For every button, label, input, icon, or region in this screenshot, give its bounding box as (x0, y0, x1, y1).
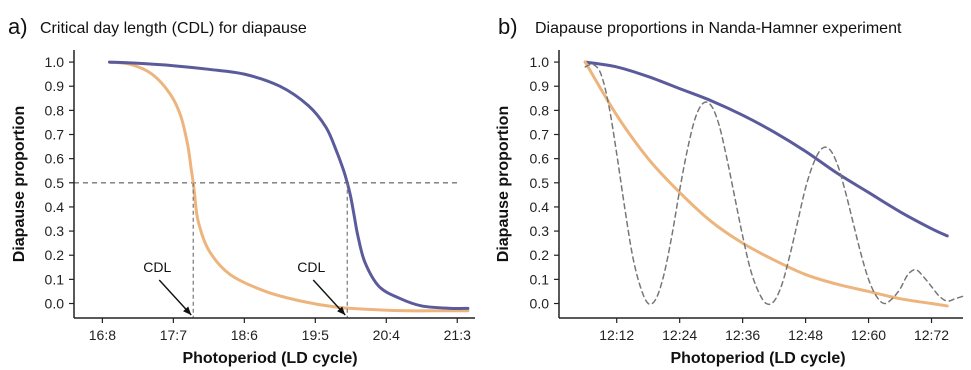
ytick-label: 0.6 (45, 151, 65, 167)
panel-b-title: Diapause proportions in Nanda-Hamner exp… (535, 20, 902, 37)
cdl-label: CDL (297, 259, 325, 275)
series-line-dashed (584, 63, 964, 306)
ytick-label: 0.5 (530, 175, 550, 191)
xtick-label: 21:3 (444, 327, 471, 343)
cdl-label: CDL (143, 259, 171, 275)
panel-a-cdl-markers: CDL CDL (143, 182, 348, 318)
panel-a-diapause-cdl-chart: a) Critical day length (CDL) for diapaus… (8, 14, 475, 367)
ytick-label: 0.3 (530, 223, 550, 239)
xtick-label: 18:6 (231, 327, 258, 343)
ytick-label: 0.3 (45, 223, 65, 239)
panel-b-ytick-labels: 0.0 0.1 0.2 0.3 0.4 0.5 0.6 0.7 0.8 0.9 1.0 (530, 54, 550, 311)
ytick-label: 0.8 (530, 102, 550, 118)
xtick-label: 19:5 (302, 327, 329, 343)
xtick-label: 20:4 (373, 327, 400, 343)
panel-a-y-label: Diapause proportion (11, 106, 28, 262)
xtick-label: 12:24 (662, 327, 697, 343)
ytick-label: 0.4 (530, 199, 550, 215)
series-line (583, 60, 949, 308)
ytick-label: 0.6 (530, 151, 550, 167)
series-line (107, 60, 470, 313)
ytick-label: 0.7 (530, 127, 550, 143)
ytick-label: 0.2 (45, 247, 65, 263)
series-line (583, 60, 949, 238)
cdl-arrowhead (183, 306, 192, 315)
xtick-label: 17:7 (160, 327, 187, 343)
panel-a-series (74, 60, 470, 313)
panel-b-letter: b) (498, 14, 518, 39)
panel-b-xtick-labels: 12:12 12:24 12:36 12:48 12:60 12:72 (599, 318, 949, 343)
ytick-label: 0.1 (530, 271, 550, 287)
cdl-arrowhead (337, 306, 346, 315)
xtick-label: 12:48 (788, 327, 823, 343)
ytick-label: 1.0 (530, 54, 550, 70)
panel-a-title: Critical day length (CDL) for diapause (40, 20, 307, 37)
ytick-label: 0.0 (530, 296, 550, 312)
ytick-label: 0.8 (45, 102, 65, 118)
ytick-label: 0.2 (530, 247, 550, 263)
panel-b-nanda-hamner-chart: b) Diapause proportions in Nanda-Hamner … (495, 14, 964, 367)
ytick-label: 0.7 (45, 127, 65, 143)
panel-a-x-label: Photoperiod (LD cycle) (182, 350, 357, 367)
panel-b-ytick-marks (554, 61, 559, 305)
xtick-label: 12:36 (725, 327, 760, 343)
series-line (107, 60, 470, 311)
panel-b-x-label: Photoperiod (LD cycle) (670, 350, 845, 367)
xtick-label: 12:60 (851, 327, 886, 343)
panel-a-letter: a) (8, 14, 28, 39)
ytick-label: 1.0 (45, 54, 65, 70)
xtick-label: 12:12 (599, 327, 634, 343)
ytick-label: 0.1 (45, 271, 65, 287)
ytick-label: 0.5 (45, 175, 65, 191)
ytick-label: 0.9 (530, 78, 550, 94)
panel-a-ytick-labels: 0.0 0.1 0.2 0.3 0.4 0.5 0.6 0.7 0.8 0.9 1.0 (45, 54, 65, 311)
ytick-label: 0.4 (45, 199, 65, 215)
ytick-label: 0.0 (45, 296, 65, 312)
panel-b-y-label: Diapause proportion (495, 106, 512, 262)
xtick-label: 16:8 (89, 327, 116, 343)
panel-a-xtick-labels: 16:8 17:7 18:6 19:5 20:4 21:3 (89, 318, 471, 343)
panel-a-ytick-marks (69, 61, 74, 305)
xtick-label: 12:72 (914, 327, 949, 343)
panel-b-series (583, 60, 964, 308)
ytick-label: 0.9 (45, 78, 65, 94)
